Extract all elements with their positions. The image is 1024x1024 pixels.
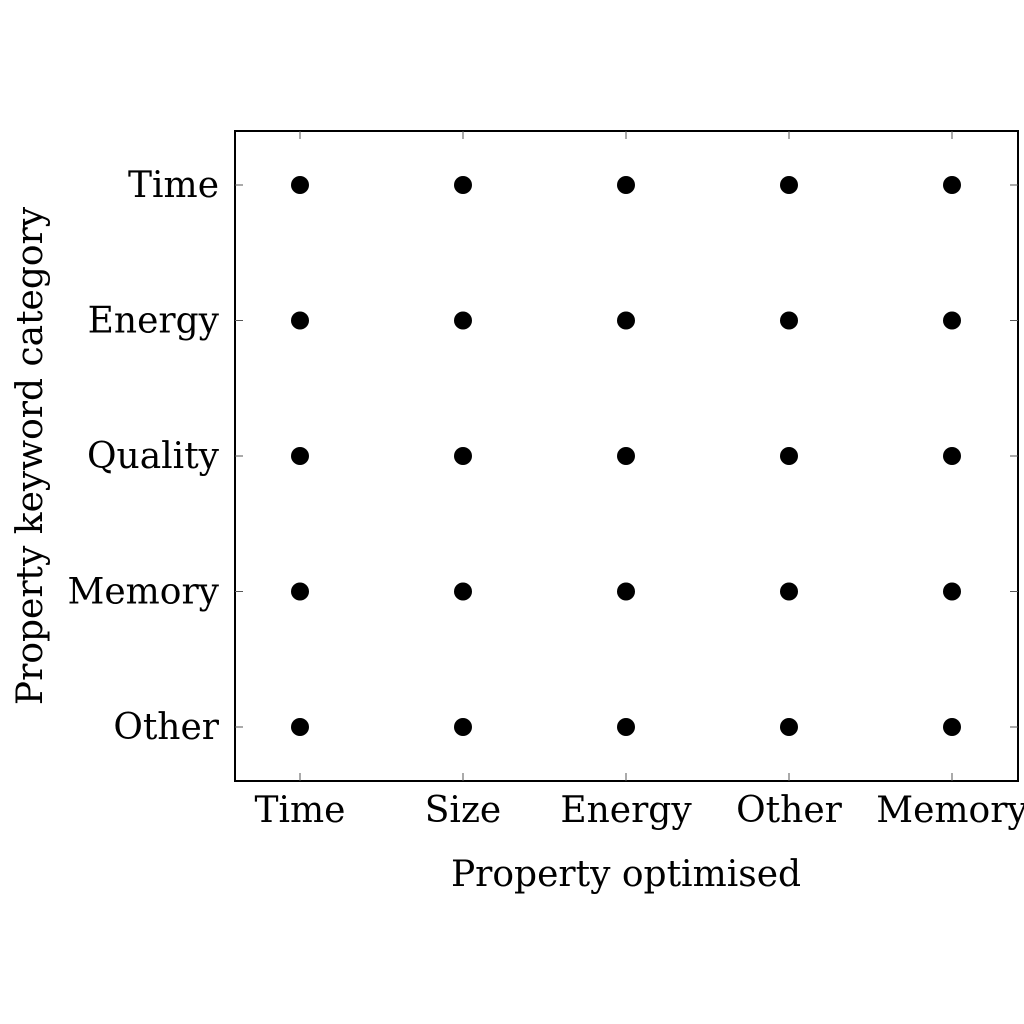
- data-point: [780, 718, 798, 736]
- data-point: [780, 582, 798, 601]
- x-tick-label: Other: [736, 790, 842, 831]
- data-point: [291, 447, 309, 465]
- data-point: [780, 311, 798, 330]
- y-tick-label: Energy: [88, 301, 220, 342]
- y-axis-tick-labels: Other Memory Quality Energy Time: [67, 165, 219, 748]
- data-point: [943, 718, 961, 736]
- x-tick-label: Energy: [560, 790, 692, 831]
- data-point: [943, 176, 961, 194]
- data-point: [943, 311, 961, 330]
- data-point: [780, 176, 798, 194]
- data-point: [617, 718, 635, 736]
- data-point: [291, 718, 309, 736]
- data-point: [291, 311, 309, 330]
- data-point: [291, 582, 309, 601]
- y-tick-label: Quality: [87, 436, 220, 477]
- data-point: [617, 311, 635, 330]
- data-point: [454, 176, 472, 194]
- y-axis-label: Property keyword category: [10, 206, 51, 705]
- axis-ticks: [235, 131, 1018, 781]
- data-point: [780, 447, 798, 465]
- x-axis-label: Property optimised: [451, 854, 801, 895]
- data-point: [454, 311, 472, 330]
- data-point: [943, 447, 961, 465]
- data-point: [617, 447, 635, 465]
- data-point: [454, 582, 472, 601]
- data-point: [291, 176, 309, 194]
- data-point: [617, 176, 635, 194]
- x-axis-tick-labels: Time Size Energy Other Memory: [255, 790, 1024, 831]
- y-tick-label: Other: [113, 707, 219, 748]
- x-tick-label: Memory: [876, 790, 1024, 831]
- x-tick-label: Size: [425, 790, 501, 831]
- x-tick-label: Time: [255, 790, 346, 831]
- y-tick-label: Time: [128, 165, 219, 206]
- data-point: [454, 447, 472, 465]
- data-point: [617, 582, 635, 601]
- data-point: [454, 718, 472, 736]
- data-points: [291, 176, 961, 736]
- data-point: [943, 582, 961, 601]
- y-tick-label: Memory: [67, 572, 219, 613]
